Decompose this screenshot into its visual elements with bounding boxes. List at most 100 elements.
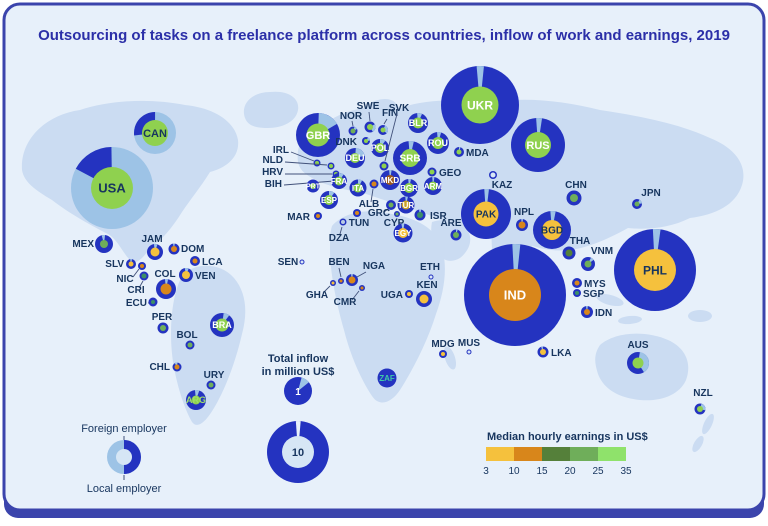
bubble-inner-DOM: [171, 246, 177, 252]
bubble-inner-PER: [160, 325, 166, 331]
bubble-label-VNM: VNM: [591, 246, 613, 257]
bubble-label-POL: POL: [371, 143, 390, 153]
bubble-inner-JPN: [634, 201, 640, 207]
bubble-label-GHA: GHA: [306, 290, 328, 301]
eurasia-shape: [297, 99, 744, 251]
bubble-label-GRC: GRC: [368, 208, 390, 219]
legend-donut-foreign-half: [124, 440, 141, 474]
bubble-IDN: IDN: [581, 306, 612, 319]
bubble-label-PRT: PRT: [306, 184, 321, 191]
chart-title: Outsourcing of tasks on a freelance plat…: [38, 27, 730, 44]
bubble-MDA: MDA: [454, 146, 489, 159]
bubble-BGD: BGD: [533, 210, 571, 249]
earnings-ramp-segment-0: [486, 447, 514, 461]
bubble-label-GBR: GBR: [306, 130, 331, 142]
bubble-SRB: SRB: [393, 140, 427, 175]
bubble-inner-MEX: [100, 240, 108, 248]
bubble-inner-MDG: [441, 352, 445, 356]
bubble-GRC: GRC: [368, 200, 396, 219]
bubble-label-USA: USA: [98, 181, 126, 196]
bubble-label-CHL: CHL: [149, 362, 170, 373]
bubble-USA: USA: [71, 147, 153, 229]
bubble-label-JPN: JPN: [641, 188, 660, 199]
bubble-label-SVK: SVK: [389, 103, 410, 114]
bubble-inner-EGY: [398, 228, 408, 238]
bubble-label-ETH: ETH: [420, 262, 440, 273]
bubble-label-SLV: SLV: [105, 259, 124, 270]
bubble-ISR: ISR: [414, 209, 447, 222]
bubble-inner-ALB: [371, 181, 377, 187]
bubble-label-KEN: KEN: [416, 280, 437, 291]
bubble-SWE: SWE: [357, 101, 380, 133]
bubble-label-CMR: CMR: [334, 297, 358, 308]
bubble-inner-CAN: [142, 120, 168, 146]
bubble-inner-IDN: [584, 309, 590, 315]
earnings-tick-3: 3: [483, 466, 489, 477]
bubble-GHA: GHA: [306, 280, 336, 301]
bubble-inner-BGR: [404, 183, 414, 193]
bubble-inner-THA: [565, 249, 573, 257]
bubble-label-MUS: MUS: [458, 338, 481, 349]
bubble-label-NZL: NZL: [693, 388, 712, 399]
bubble-FIN: FIN: [378, 108, 398, 135]
legend-inflow-hole-10: [282, 436, 314, 468]
bubble-inner-AUS: [632, 357, 644, 369]
bubble-ARM: ARM: [424, 176, 442, 195]
bubble-GBR: GBR: [296, 113, 340, 157]
earnings-ramp-segment-4: [598, 447, 626, 461]
bubble-inner-DEU: [350, 153, 360, 163]
bubble-inner-KEN: [419, 294, 429, 304]
bubble-inner-ECU: [151, 300, 155, 304]
bubble-inner-SWE: [367, 124, 373, 130]
bubble-label-UGA: UGA: [381, 290, 403, 301]
bubble-ECU: ECU: [126, 297, 158, 309]
bubble-BLR: BLR: [408, 113, 428, 133]
bubble-label-VEN: VEN: [195, 271, 216, 282]
bubble-label-MDG: MDG: [431, 339, 455, 350]
bubble-label-PAK: PAK: [476, 210, 497, 221]
java-shape: [618, 315, 642, 325]
new-zealand-shape: [702, 413, 714, 435]
bubble-COL: COL: [154, 269, 176, 299]
madagascar-shape: [443, 346, 457, 370]
bubble-PRT: PRT: [306, 179, 321, 193]
bubble-label-AUS: AUS: [627, 340, 648, 351]
bubble-inner-SRB: [401, 149, 419, 167]
bubble-label-UKR: UKR: [467, 98, 493, 112]
bubble-inner-CHL: [174, 364, 180, 370]
bubble-inner-BEN: [339, 279, 343, 283]
bubble-UKR: UKR: [441, 66, 519, 144]
bubble-label-COL: COL: [154, 269, 175, 280]
bubble-inner-COL: [160, 283, 172, 295]
bubble-BRA: BRA: [210, 313, 234, 337]
bubble-inner-UKR: [461, 86, 499, 124]
bubble-label-ESP: ESP: [321, 196, 338, 205]
bubble-MEX: MEX: [72, 235, 113, 253]
bubble-inner-ISR: [417, 212, 423, 218]
world-map-continents: [21, 91, 744, 453]
bubble-inner-ARG: [191, 395, 201, 405]
bubble-label-ROU: ROU: [428, 138, 448, 148]
bubble-label-BRA: BRA: [212, 320, 232, 330]
legend-employer: Foreign employer Local employer: [81, 423, 167, 495]
bubble-inner-SLV: [128, 261, 134, 267]
bubble-JAM: JAM: [141, 234, 163, 260]
bubble-wedge-PAK: [484, 189, 489, 214]
earnings-ramp-segment-1: [514, 447, 542, 461]
bubble-inner-NLD: [329, 164, 333, 168]
bubble-label-PHL: PHL: [643, 263, 667, 277]
bubble-GEO: GEO: [427, 167, 461, 179]
japan-shape: [641, 197, 659, 219]
bubble-inner-BOL: [187, 342, 193, 348]
bubble-KEN: KEN: [416, 280, 438, 307]
bubble-inner-BRA: [215, 318, 229, 332]
bubble-ESP: ESP: [320, 191, 338, 209]
bubble-AUS: AUS: [627, 340, 649, 374]
bubble-label-KAZ: KAZ: [492, 180, 513, 191]
bubble-inner-VNM: [584, 260, 592, 268]
bubble-inner-SEN: [300, 260, 304, 264]
legend-donut-hole: [116, 449, 132, 465]
bubble-label-NGA: NGA: [363, 261, 385, 272]
bubble-label-MYS: MYS: [584, 279, 606, 290]
